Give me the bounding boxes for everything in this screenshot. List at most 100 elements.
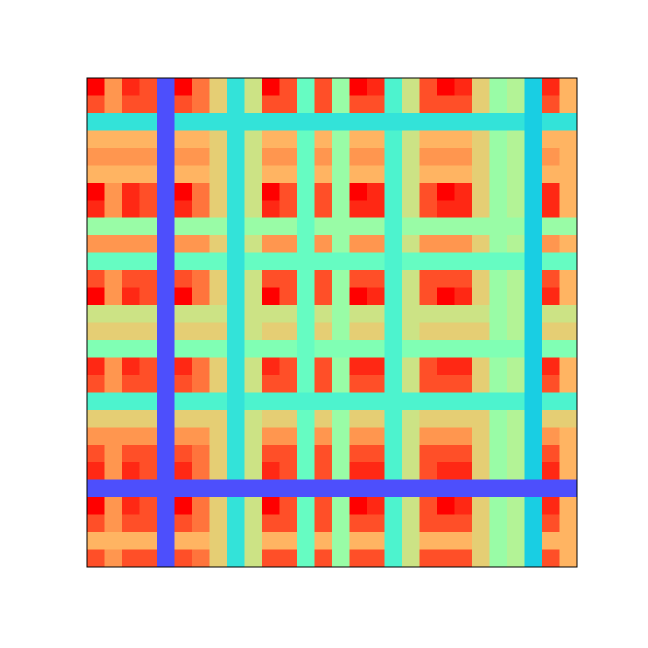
heatmap-cell [437, 374, 455, 393]
heatmap-cell [454, 270, 473, 288]
heatmap-cell [139, 444, 158, 463]
heatmap-cell [314, 165, 333, 184]
heatmap-cell [104, 427, 123, 446]
heatmap-cell [244, 78, 263, 96]
heatmap-cell [384, 130, 403, 149]
heatmap-cell [157, 182, 175, 201]
heatmap-cell [419, 532, 438, 550]
heatmap-cell [262, 392, 280, 411]
heatmap-cell [402, 409, 420, 428]
heatmap-cell [454, 514, 473, 533]
heatmap-cell [122, 409, 140, 428]
heatmap-cell [489, 409, 508, 428]
heatmap-cell [332, 147, 350, 166]
heatmap-cell [489, 427, 508, 446]
heatmap-cell [402, 112, 420, 131]
heatmap-cell [157, 322, 175, 341]
heatmap-cell [314, 532, 333, 550]
heatmap-cell [402, 497, 420, 516]
heatmap-cell [87, 112, 105, 131]
heatmap-cell [209, 287, 228, 306]
heatmap-cell [507, 549, 525, 568]
heatmap-cell [262, 479, 280, 498]
heatmap-cell [332, 497, 350, 516]
heatmap-cell [157, 462, 175, 481]
heatmap-cell [472, 182, 490, 201]
heatmap-cell [437, 357, 455, 376]
heatmap-cell [297, 392, 315, 411]
heatmap-cell [524, 235, 543, 254]
heatmap-cell [419, 392, 438, 411]
heatmap-cell [419, 112, 438, 131]
heatmap-cell [437, 130, 455, 149]
heatmap-cell [489, 497, 508, 516]
heatmap-cell [384, 182, 403, 201]
heatmap-cell [157, 339, 175, 358]
heatmap-cell [349, 217, 368, 236]
heatmap-cell [314, 78, 333, 96]
heatmap-cell [472, 287, 490, 306]
heatmap-cell [384, 305, 403, 323]
heatmap-cell [559, 270, 578, 288]
heatmap-cell [507, 514, 525, 533]
heatmap-cell [419, 95, 438, 114]
heatmap-cell [314, 235, 333, 254]
heatmap-cell [192, 462, 210, 481]
heatmap-cell [174, 235, 193, 254]
heatmap-cell [472, 78, 490, 96]
heatmap-cell [314, 462, 333, 481]
heatmap-cell [384, 78, 403, 96]
heatmap-cell [122, 462, 140, 481]
heatmap-cell [559, 339, 578, 358]
heatmap-cell [542, 392, 560, 411]
heatmap-cell [87, 270, 105, 288]
heatmap-cell [262, 78, 280, 96]
heatmap-cell [262, 165, 280, 184]
heatmap-cell [542, 200, 560, 219]
heatmap-cell [244, 409, 263, 428]
heatmap-cell [209, 252, 228, 271]
heatmap-cell [524, 514, 543, 533]
heatmap-cell [139, 235, 158, 254]
heatmap-cell [157, 147, 175, 166]
heatmap-cell [174, 287, 193, 306]
heatmap-cell [262, 357, 280, 376]
heatmap-cell [542, 112, 560, 131]
heatmap-cell [419, 165, 438, 184]
heatmap-cell [227, 479, 245, 498]
heatmap-cell [87, 235, 105, 254]
heatmap-cell [419, 427, 438, 446]
heatmap-cell [402, 305, 420, 323]
heatmap-cell [297, 549, 315, 568]
heatmap-cell [472, 165, 490, 184]
heatmap-cell [524, 287, 543, 306]
heatmap-cell [297, 532, 315, 550]
heatmap-cell [402, 217, 420, 236]
heatmap-cell [122, 270, 140, 288]
heatmap-cell [279, 479, 298, 498]
heatmap-cell [507, 427, 525, 446]
heatmap-cell [367, 427, 385, 446]
heatmap-cell [192, 287, 210, 306]
heatmap-cell [244, 444, 263, 463]
heatmap-cell [122, 305, 140, 323]
heatmap-cell [227, 78, 245, 96]
heatmap-cell [384, 497, 403, 516]
heatmap-cell [524, 112, 543, 131]
heatmap-cell [402, 479, 420, 498]
heatmap-cell [279, 444, 298, 463]
heatmap-cell [174, 549, 193, 568]
heatmap-cell [559, 549, 578, 568]
heatmap-cell [384, 147, 403, 166]
heatmap-cell [297, 305, 315, 323]
heatmap-cell [402, 514, 420, 533]
heatmap-cell [227, 112, 245, 131]
heatmap-cell [507, 95, 525, 114]
heatmap-cell [122, 147, 140, 166]
heatmap-cell [297, 357, 315, 376]
heatmap-cell [472, 112, 490, 131]
heatmap-cell [122, 182, 140, 201]
heatmap-cell [209, 479, 228, 498]
heatmap-cell [332, 287, 350, 306]
heatmap-cell [507, 409, 525, 428]
